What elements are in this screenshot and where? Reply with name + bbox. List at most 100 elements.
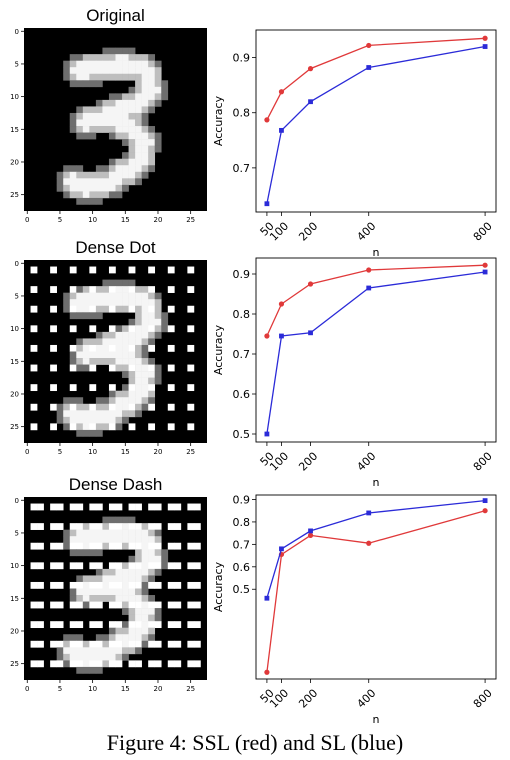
image-pixel: [122, 588, 129, 596]
image-pixel: [148, 371, 156, 378]
image-pixel: [187, 403, 195, 411]
image-pixel: [30, 601, 38, 609]
image-pixel: [122, 568, 129, 576]
image-pixel: [69, 410, 77, 418]
image-pixel: [95, 403, 103, 411]
x-tick-label: 10: [88, 685, 97, 693]
image-pixel: [63, 640, 71, 648]
image-pixel: [122, 184, 129, 192]
image-pixel: [141, 132, 149, 140]
image-pixel: [69, 503, 77, 511]
image-pixel: [108, 516, 116, 524]
data-point: [307, 66, 314, 72]
y-tick-label: 25: [10, 423, 19, 431]
x-tick-label: 5: [58, 216, 62, 224]
image-pixel: [135, 555, 142, 563]
image-pixel: [89, 588, 97, 596]
image-pixel: [108, 178, 116, 186]
image-pixel: [148, 60, 156, 68]
image-pixel: [82, 364, 90, 372]
image-pixel: [141, 312, 149, 320]
image-pixel: [102, 73, 110, 81]
image-pixel: [30, 503, 38, 511]
image-pixel: [128, 145, 136, 153]
image-pixel: [122, 325, 129, 333]
image-pixel: [37, 601, 44, 609]
image-pixel: [148, 73, 156, 81]
image-pixel: [122, 653, 129, 661]
image-pixel: [69, 299, 77, 307]
image-pixel: [115, 653, 123, 661]
y-tick-label: 0: [15, 497, 19, 505]
image-pixel: [108, 575, 116, 583]
data-point: [279, 333, 284, 339]
image-pixel: [141, 165, 149, 173]
image-pixel: [102, 165, 110, 173]
image-pixel: [115, 73, 123, 81]
image-pixel: [102, 67, 110, 75]
image-pixel: [115, 588, 123, 596]
series-line-sl: [266, 45, 486, 204]
image-pixel: [108, 184, 116, 192]
image-pixel: [82, 653, 90, 661]
image-pixel: [82, 351, 90, 359]
image-pixel: [141, 80, 149, 88]
image-pixel: [115, 325, 123, 333]
x-tick-label: 200: [296, 687, 320, 711]
image-pixel: [56, 171, 64, 179]
x-axis-label: n: [373, 476, 380, 489]
image-pixel: [128, 358, 136, 365]
x-tick-label: 25: [186, 216, 195, 224]
image-pixel: [135, 410, 142, 418]
image-pixel: [95, 80, 103, 88]
image-pixel: [50, 640, 57, 648]
image-pixel: [69, 423, 77, 431]
image-pixel: [154, 621, 162, 629]
y-tick-label: 0.6: [233, 561, 251, 574]
image-pixel: [56, 621, 64, 629]
image-pixel: [89, 403, 97, 411]
image-pixel: [128, 562, 136, 570]
image-pixel: [89, 60, 97, 68]
image-pixel: [148, 536, 156, 544]
x-tick-label: 400: [354, 687, 378, 711]
image-pixel: [76, 429, 84, 437]
image-pixel: [122, 331, 129, 339]
image-pixel: [76, 80, 84, 88]
image-pixel: [108, 126, 116, 133]
image-pixel: [115, 171, 123, 179]
image-pixel: [108, 344, 116, 352]
image-pixel: [82, 523, 90, 530]
image-pixel: [115, 542, 123, 550]
image-pixel: [82, 429, 90, 437]
image-pixel: [102, 351, 110, 359]
y-tick-label: 5: [15, 529, 19, 537]
image-pixel: [122, 562, 129, 570]
image-pixel: [89, 338, 97, 346]
image-pixel: [174, 660, 182, 668]
image-pixel: [167, 523, 175, 530]
image-pixel: [141, 614, 149, 622]
y-tick-label: 0.6: [233, 388, 251, 401]
image-pixel: [122, 647, 129, 655]
image-pixel: [95, 67, 103, 75]
image-pixel: [154, 364, 162, 372]
image-pixel: [76, 286, 84, 293]
image-pixel: [56, 523, 64, 530]
image-pixel: [56, 640, 64, 648]
x-tick-label: 20: [154, 216, 163, 224]
x-tick-label: 10: [88, 448, 97, 456]
image-pixel: [30, 660, 38, 668]
image-pixel: [82, 647, 90, 655]
image-pixel: [135, 286, 142, 293]
x-tick-label: 800: [471, 450, 495, 474]
image-pixel: [154, 608, 162, 615]
image-pixel: [102, 536, 110, 544]
image-pixel: [69, 384, 77, 392]
image-pixel: [63, 397, 71, 405]
image-pixel: [76, 119, 84, 127]
image-pixel: [148, 325, 156, 333]
image-pixel: [82, 312, 90, 320]
image-pixel: [30, 344, 38, 352]
data-point: [279, 546, 284, 552]
